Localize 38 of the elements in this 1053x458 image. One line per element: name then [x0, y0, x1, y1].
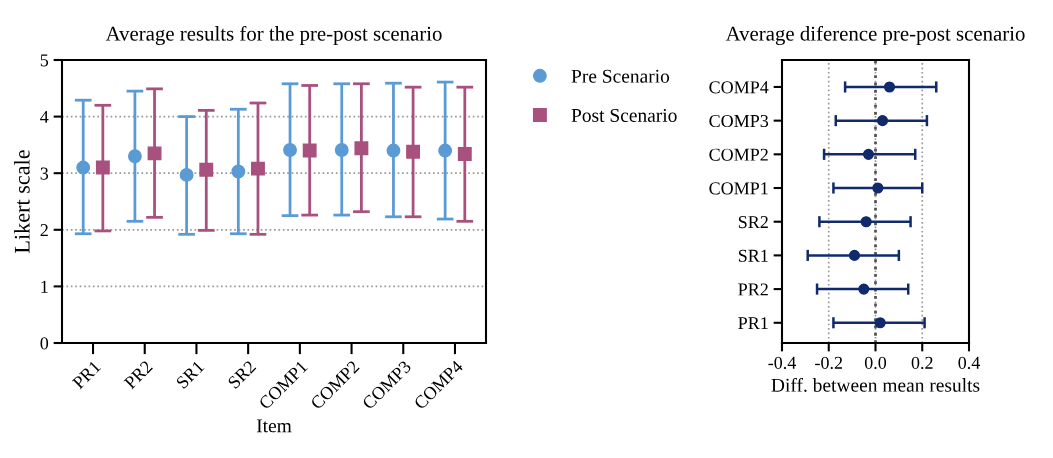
y-tick-label: PR2 [738, 283, 768, 296]
legend-label: Pre Scenario [571, 69, 670, 83]
x-tick-label: PR1 [71, 360, 102, 390]
y-tick-label: 1 [41, 280, 48, 293]
y-tick-label: 0 [40, 337, 49, 350]
y-tick-label: 2 [40, 224, 48, 237]
y-tick-label: 3 [40, 167, 49, 180]
y-tick-label: 4 [40, 110, 49, 123]
y-tick-label: 5 [40, 54, 49, 67]
x-tick-label: 0.0 [864, 356, 887, 369]
y-tick-label: PR1 [738, 317, 768, 330]
y-tick-label: COMP2 [709, 148, 768, 161]
point [876, 115, 889, 127]
y-tick-label: COMP4 [709, 81, 769, 94]
x-tick-label: SR2 [227, 360, 257, 390]
point [872, 182, 884, 194]
chart-title: Average diference pre-post scenario [725, 25, 1025, 46]
point [862, 148, 875, 160]
x-tick-label: -0.2 [815, 356, 843, 369]
y-tick-label: COMP3 [709, 114, 769, 128]
point [848, 249, 861, 261]
point [874, 317, 886, 329]
x-tick-label: -0.4 [768, 356, 797, 369]
point [858, 283, 870, 295]
point [883, 81, 896, 93]
x-axis-title: Item [256, 419, 292, 433]
y-tick-label: SR2 [738, 216, 768, 229]
x-tick-label: 0.4 [958, 356, 980, 369]
point [860, 216, 872, 228]
y-tick-label: SR1 [738, 249, 768, 262]
y-tick-label: COMP1 [709, 182, 768, 195]
x-tick-label: 0.2 [911, 356, 933, 369]
y-axis-title: Likert scale [14, 150, 30, 253]
chart-title: Average results for the pre-post scenario [105, 25, 442, 46]
legend-label: Post Scenario [571, 108, 677, 122]
x-tick-label: PR2 [123, 360, 153, 390]
x-axis-title: Diff. between mean results [771, 377, 980, 392]
x-tick-label: SR1 [175, 360, 205, 390]
